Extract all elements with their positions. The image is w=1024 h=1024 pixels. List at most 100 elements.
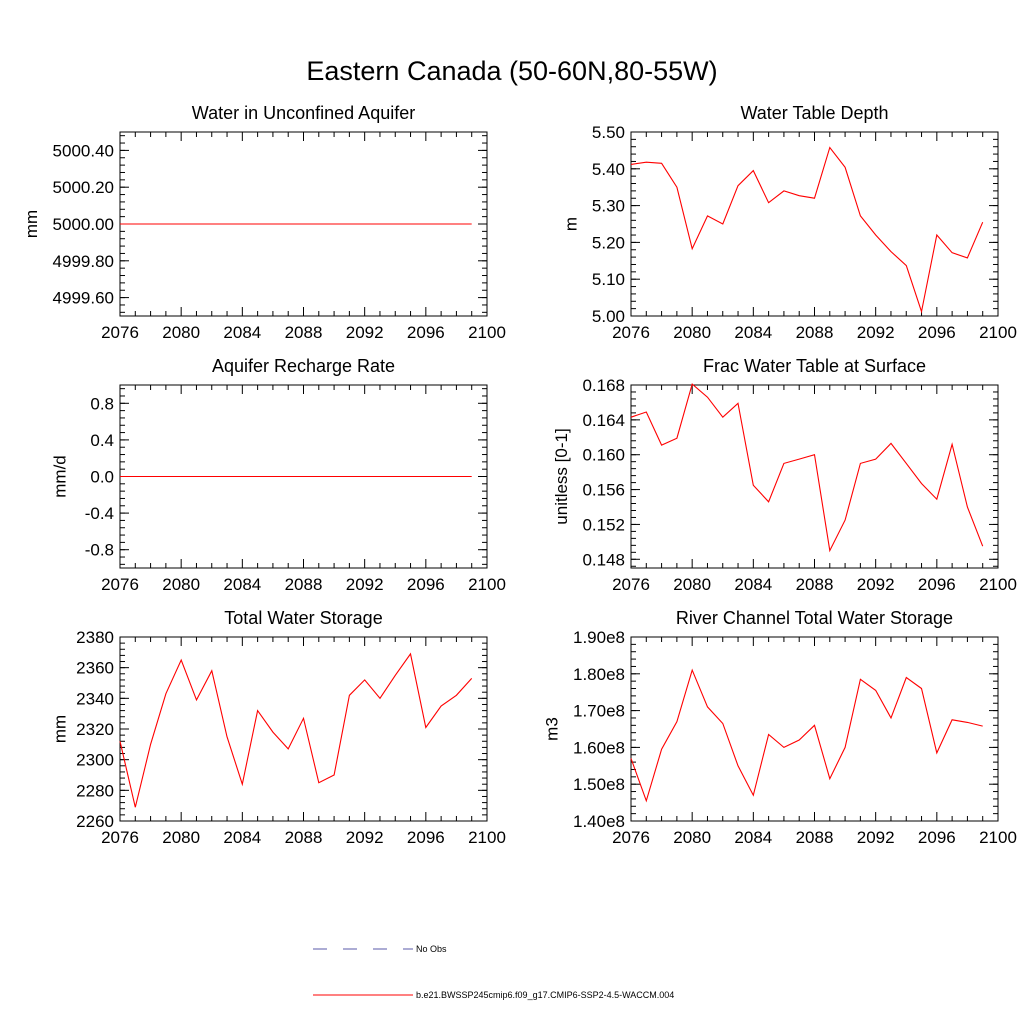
y-tick-label: 5.00 bbox=[592, 307, 625, 326]
y-tick-label: 2300 bbox=[76, 751, 114, 770]
x-tick-label: 2084 bbox=[223, 828, 261, 847]
series-line bbox=[630, 146, 984, 314]
chart-panel-3: 2076 2080 2084 2088 2092 2096 2100 -0.8 -0.4 0.0 0… bbox=[51, 356, 506, 594]
plot-frame bbox=[630, 636, 999, 822]
y-axis-label: unitless [0-1] bbox=[552, 428, 571, 524]
x-tick-label: 2076 bbox=[612, 323, 650, 342]
y-axis-label: m3 bbox=[542, 717, 561, 741]
chart-panel-2: 2076 2080 2084 2088 2092 2096 2100 5.00 5.10 5.20… bbox=[562, 103, 1017, 342]
chart-panel-5: 2076 2080 2084 2088 2092 2096 2100 2260 2280 2300… bbox=[51, 608, 506, 847]
x-tick-label: 2092 bbox=[857, 575, 895, 594]
plot-frame bbox=[119, 636, 488, 822]
x-tick-label: 2092 bbox=[346, 828, 384, 847]
x-tick-label: 2088 bbox=[285, 323, 323, 342]
y-tick-label: 0.168 bbox=[582, 376, 625, 395]
chart-title: Water in Unconfined Aquifer bbox=[192, 103, 415, 123]
y-tick-label: 2280 bbox=[76, 781, 114, 800]
y-tick-label: 4999.60 bbox=[53, 289, 114, 308]
series-line bbox=[630, 668, 983, 803]
y-tick-label: 1.70e8 bbox=[573, 702, 625, 721]
x-tick-label: 2088 bbox=[285, 575, 323, 594]
x-tick-label: 2092 bbox=[857, 828, 895, 847]
y-tick-label: 5.20 bbox=[592, 233, 625, 252]
chart-title: Aquifer Recharge Rate bbox=[212, 356, 395, 376]
y-axis-label: m bbox=[562, 217, 581, 231]
y-tick-label: 2320 bbox=[76, 720, 114, 739]
x-tick-label: 2100 bbox=[468, 828, 506, 847]
y-tick-label: 1.90e8 bbox=[573, 628, 625, 647]
x-tick-label: 2084 bbox=[223, 575, 261, 594]
y-tick-label: 5.10 bbox=[592, 270, 625, 289]
x-tick-label: 2096 bbox=[918, 575, 956, 594]
y-tick-label: 5.50 bbox=[592, 123, 625, 142]
x-tick-label: 2084 bbox=[223, 323, 261, 342]
x-tick-label: 2100 bbox=[979, 828, 1017, 847]
x-tick-label: 2076 bbox=[612, 575, 650, 594]
x-tick-label: 2080 bbox=[162, 323, 200, 342]
y-tick-label: 0.8 bbox=[90, 394, 114, 413]
x-tick-label: 2088 bbox=[796, 575, 834, 594]
y-tick-label: 0.152 bbox=[582, 515, 625, 534]
x-tick-label: 2080 bbox=[162, 828, 200, 847]
x-tick-label: 2080 bbox=[673, 828, 711, 847]
y-tick-label: 0.156 bbox=[582, 481, 625, 500]
chart-panel-1: 2076 2080 2084 2088 2092 2096 2100 4999.60 4999.… bbox=[22, 103, 506, 342]
legend-label-model: b.e21.BWSSP245cmip6.f09_g17.CMIP6-SSP2-4… bbox=[416, 990, 674, 1000]
y-tick-label: 0.160 bbox=[582, 446, 625, 465]
x-tick-label: 2092 bbox=[346, 323, 384, 342]
x-tick-label: 2084 bbox=[734, 828, 772, 847]
x-tick-label: 2096 bbox=[407, 323, 445, 342]
x-tick-label: 2100 bbox=[468, 575, 506, 594]
chart-panel-4: 2076 2080 2084 2088 2092 2096 2100 0.148 0.152 0.… bbox=[552, 356, 1017, 594]
x-tick-label: 2096 bbox=[407, 575, 445, 594]
x-tick-label: 2096 bbox=[918, 323, 956, 342]
x-tick-label: 2088 bbox=[285, 828, 323, 847]
y-tick-label: 0.0 bbox=[90, 468, 114, 487]
y-tick-label: 1.50e8 bbox=[573, 775, 625, 794]
y-tick-label: -0.4 bbox=[85, 504, 114, 523]
y-tick-label: 0.164 bbox=[582, 411, 625, 430]
series-line bbox=[630, 383, 984, 553]
series-line bbox=[119, 652, 473, 808]
y-tick-label: 5.40 bbox=[592, 160, 625, 179]
chart-title: Frac Water Table at Surface bbox=[703, 356, 926, 376]
y-tick-label: 5000.00 bbox=[53, 215, 114, 234]
x-tick-label: 2080 bbox=[673, 575, 711, 594]
y-axis-label: mm/d bbox=[51, 455, 70, 498]
y-axis-label: mm bbox=[51, 715, 70, 743]
x-tick-label: 2092 bbox=[857, 323, 895, 342]
y-tick-label: 2360 bbox=[76, 659, 114, 678]
y-tick-label: 2380 bbox=[76, 628, 114, 647]
y-tick-label: 5000.20 bbox=[53, 178, 114, 197]
x-tick-label: 2096 bbox=[918, 828, 956, 847]
y-tick-label: 1.60e8 bbox=[573, 738, 625, 757]
y-tick-label: 1.40e8 bbox=[573, 812, 625, 831]
legend-label-no-obs: No Obs bbox=[416, 944, 447, 954]
x-tick-label: 2100 bbox=[979, 323, 1017, 342]
x-tick-label: 2100 bbox=[979, 575, 1017, 594]
y-tick-label: 2260 bbox=[76, 812, 114, 831]
y-tick-label: 0.4 bbox=[90, 431, 114, 450]
x-tick-label: 2076 bbox=[101, 323, 139, 342]
y-tick-label: 2340 bbox=[76, 689, 114, 708]
y-tick-label: 4999.80 bbox=[53, 252, 114, 271]
chart-panel-6: 2076 2080 2084 2088 2092 2096 2100 1.40e8 1.50e8… bbox=[542, 608, 1017, 847]
x-tick-label: 2076 bbox=[101, 575, 139, 594]
legend: No Obs b.e21.BWSSP245cmip6.f09_g17.CMIP6-… bbox=[313, 944, 674, 1000]
page-title: Eastern Canada (50-60N,80-55W) bbox=[306, 56, 718, 86]
chart-title: River Channel Total Water Storage bbox=[676, 608, 953, 628]
y-tick-label: 5.30 bbox=[592, 197, 625, 216]
x-tick-label: 2100 bbox=[468, 323, 506, 342]
x-tick-label: 2084 bbox=[734, 323, 772, 342]
x-tick-label: 2084 bbox=[734, 575, 772, 594]
x-tick-label: 2076 bbox=[612, 828, 650, 847]
y-tick-label: -0.8 bbox=[85, 541, 114, 560]
y-tick-label: 5000.40 bbox=[53, 141, 114, 160]
x-tick-label: 2088 bbox=[796, 828, 834, 847]
x-tick-label: 2080 bbox=[162, 575, 200, 594]
y-tick-label: 0.148 bbox=[582, 550, 625, 569]
x-tick-label: 2088 bbox=[796, 323, 834, 342]
y-tick-label: 1.80e8 bbox=[573, 665, 625, 684]
chart-title: Total Water Storage bbox=[224, 608, 382, 628]
